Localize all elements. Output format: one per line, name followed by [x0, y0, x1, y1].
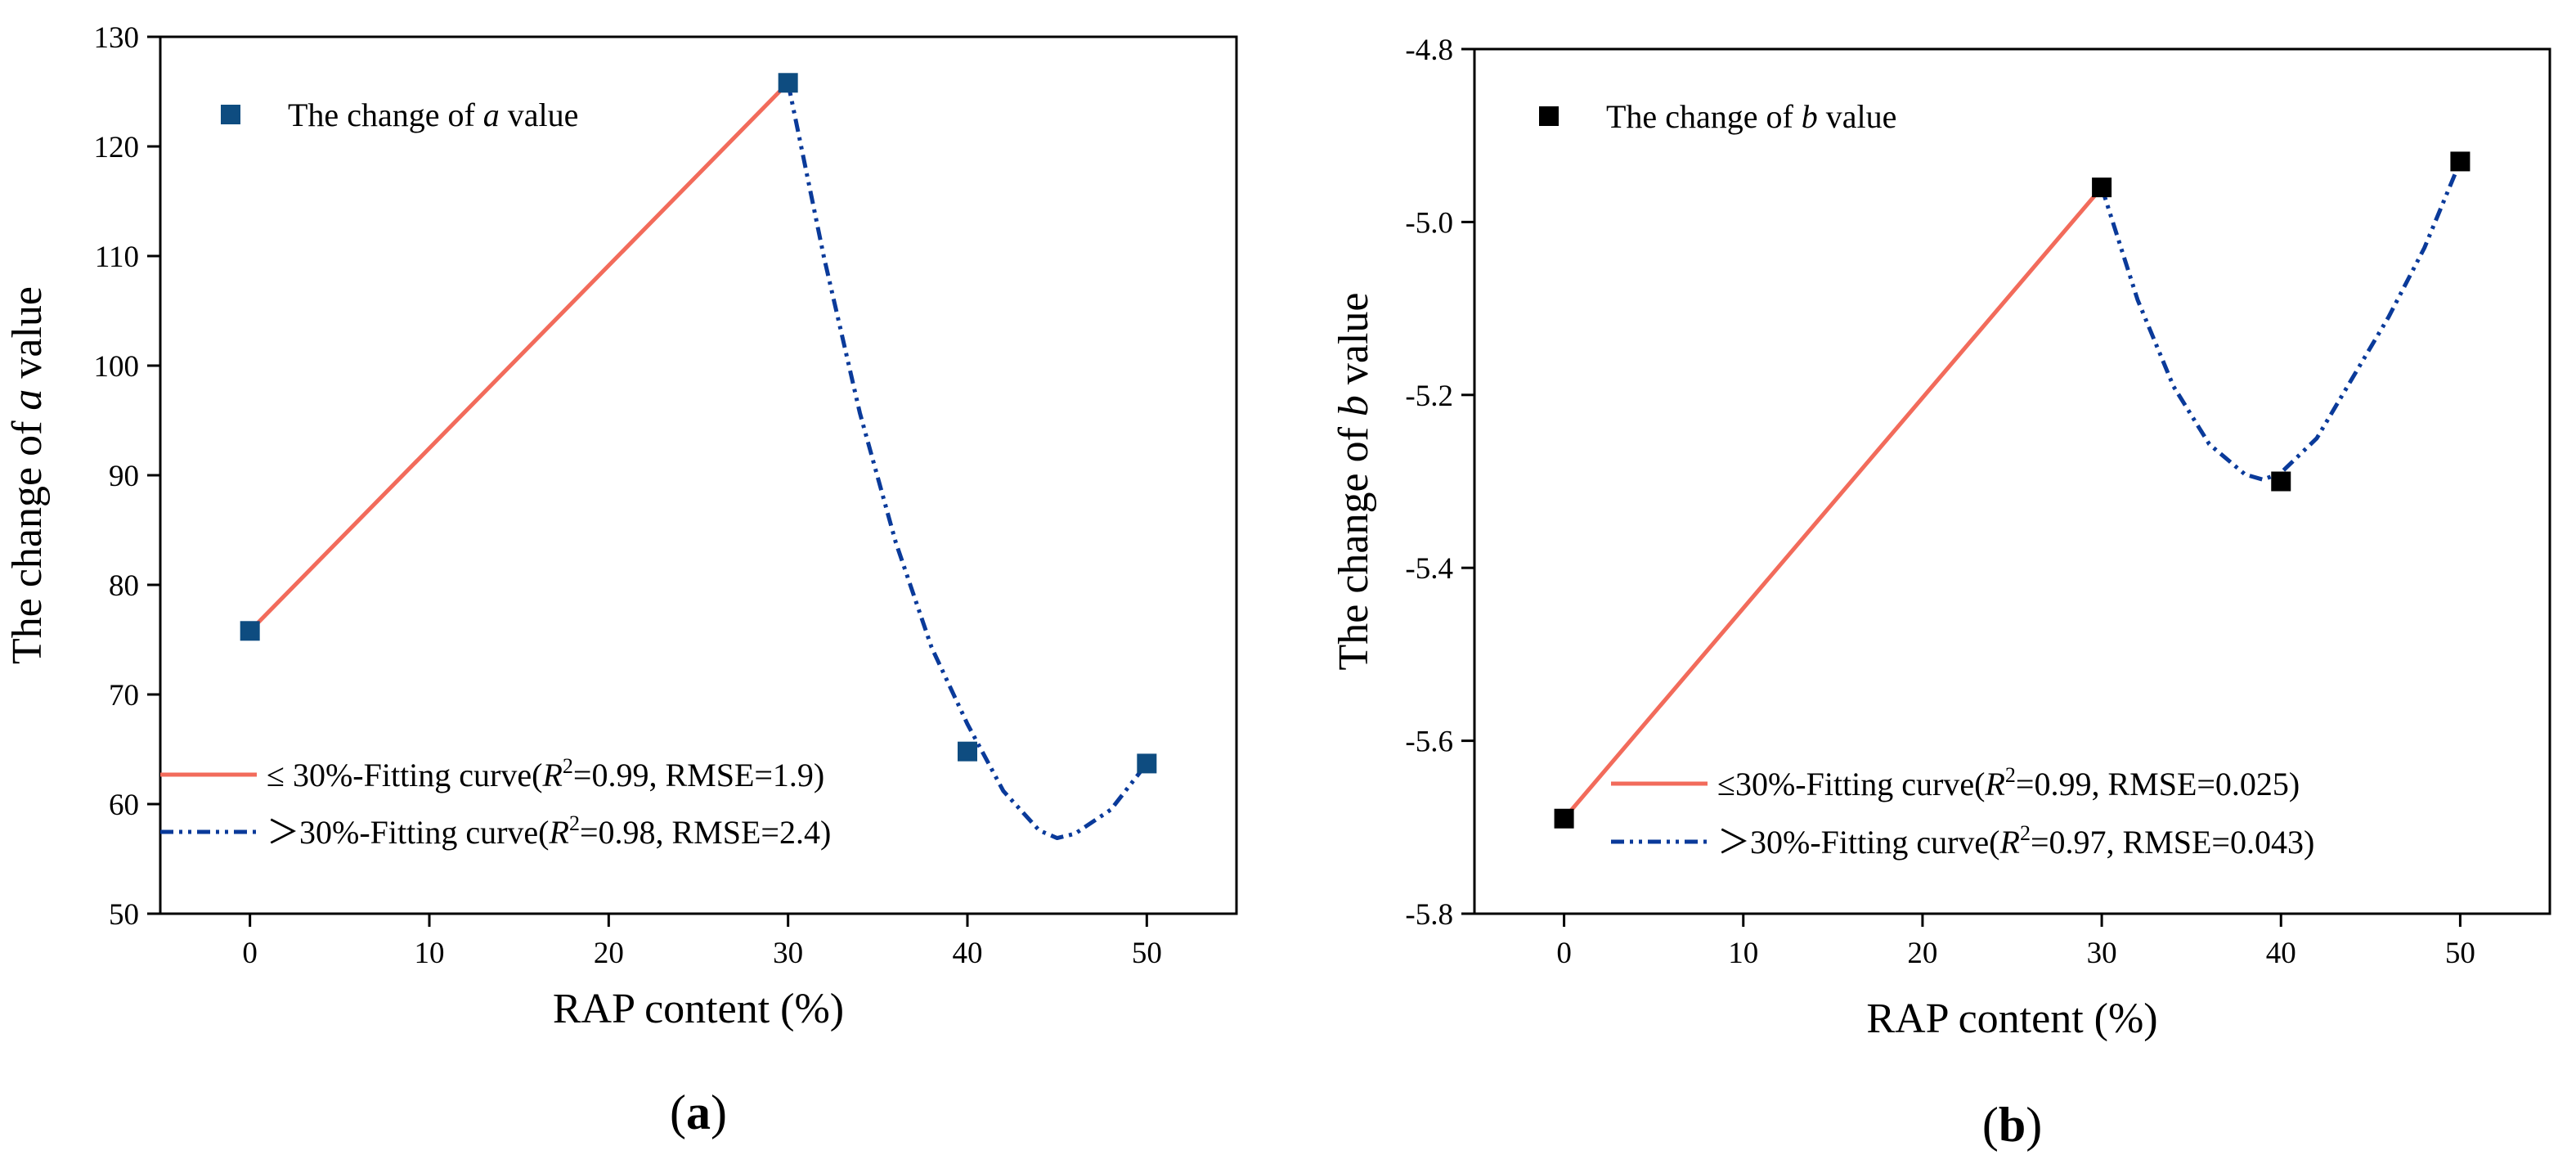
legend-fit-high-label: ＞30%-Fitting curve(R2=0.97, RMSE=0.043) — [1717, 821, 2314, 861]
y-axis-label-part: value — [1331, 292, 1377, 395]
x-tick-label: 20 — [594, 937, 624, 970]
y-tick-label: 80 — [109, 569, 139, 603]
y-tick-label: 110 — [95, 240, 139, 274]
y-tick-label: -4.8 — [1405, 34, 1453, 67]
data-point — [240, 621, 260, 641]
data-point — [2271, 471, 2291, 492]
data-point — [1137, 753, 1157, 774]
legend-fit-low-label: ≤ 30%-Fitting curve(R2=0.99, RMSE=1.9) — [267, 754, 824, 793]
legend-fit-low-label-part: R — [541, 757, 562, 793]
y-axis-label-part: value — [4, 286, 51, 389]
data-point — [2092, 178, 2112, 198]
y-tick-label: 130 — [94, 21, 140, 55]
y-axis-label-part: The change of — [4, 411, 51, 664]
y-axis-label-part: b — [1331, 395, 1377, 416]
panel-label-part: ( — [670, 1085, 686, 1139]
y-tick-label: -5.6 — [1405, 726, 1453, 759]
y-tick-label: 60 — [109, 789, 139, 822]
fit-line-high — [786, 82, 1149, 841]
legend-marker-label-part: value — [500, 97, 579, 133]
panel-label: (b) — [1982, 1098, 2042, 1152]
panel-label-part: ( — [1982, 1098, 1999, 1152]
legend-fit-low-label-part: 2 — [2005, 763, 2016, 787]
data-point — [958, 741, 977, 762]
legend-fit-high-label-part: =0.97, RMSE=0.043) — [2031, 824, 2314, 861]
legend-marker-label: The change of b value — [1606, 98, 1896, 135]
legend-marker-label-part: b — [1802, 98, 1818, 135]
plot-frame — [1473, 47, 2551, 915]
y-axis-label-part: a — [4, 389, 51, 411]
panel-label-part: a — [686, 1085, 711, 1139]
panel-label-part: ) — [2026, 1098, 2042, 1152]
x-tick-label: 40 — [2266, 937, 2296, 970]
x-tick-label: 20 — [1907, 937, 1937, 970]
legend-marker-label-part: The change of — [1606, 98, 1802, 135]
x-tick-label: 50 — [1132, 937, 1162, 970]
legend-fit-low-label-part: ≤ 30%-Fitting curve( — [267, 757, 542, 793]
y-tick-label: 120 — [94, 131, 140, 164]
panel-label: (a) — [670, 1085, 727, 1139]
fit-line-high — [2099, 160, 2462, 482]
legend-fit-low-label-part: R — [1984, 766, 2004, 802]
x-tick-label: 50 — [2445, 937, 2475, 970]
legend-fit-high-label-part: 2 — [569, 811, 580, 835]
legend-marker-label-part: value — [1818, 98, 1897, 135]
fit-line-low — [248, 81, 790, 633]
legend-fit-high-label-part: R — [1999, 824, 2020, 861]
panel-label-part: b — [1999, 1098, 2026, 1152]
x-tick-label: 10 — [1728, 937, 1758, 970]
legend-fit-low-label-part: =0.99, RMSE=1.9) — [573, 757, 824, 793]
y-axis-label: The change of b value — [1331, 292, 1377, 670]
y-tick-label: 90 — [109, 460, 139, 493]
x-axis-label: RAP content (%) — [553, 986, 844, 1032]
x-tick-label: 40 — [953, 937, 983, 970]
legend-fit-high-label-part: 2 — [2020, 821, 2031, 845]
legend-marker — [221, 105, 240, 124]
legend-marker — [1539, 106, 1559, 126]
legend-marker-label-part: a — [483, 97, 500, 133]
y-tick-label: 70 — [109, 679, 139, 712]
y-axis-label: The change of a value — [4, 286, 51, 664]
y-tick-label: 100 — [94, 350, 140, 384]
legend-fit-high-label: ＞30%-Fitting curve(R2=0.98, RMSE=2.4) — [267, 811, 831, 851]
data-point — [1554, 808, 1574, 829]
y-tick-label: -5.4 — [1405, 552, 1453, 586]
chart-panel-a: 0 10 20 30 40 50 50 60 70 80 90 100 110 120 130 RAP con… — [4, 21, 1238, 1139]
data-point — [778, 73, 798, 93]
legend-marker-label-part: The change of — [288, 97, 483, 133]
panel-label-part: ) — [711, 1085, 727, 1139]
y-tick-label: 50 — [109, 898, 139, 932]
x-tick-label: 30 — [773, 937, 803, 970]
fit-line-low — [1562, 186, 2103, 820]
legend-fit-high-label-part: R — [549, 814, 569, 851]
y-tick-label: -5.8 — [1405, 898, 1453, 932]
x-tick-label: 0 — [1556, 937, 1572, 970]
legend-fit-low-label-part: =0.99, RMSE=0.025) — [2016, 766, 2300, 802]
x-axis-label: RAP content (%) — [1866, 995, 2157, 1042]
legend-fit-high-label-part: ＞30%-Fitting curve( — [1717, 824, 2000, 861]
x-tick-label: 0 — [242, 937, 258, 970]
data-point — [2450, 151, 2471, 172]
legend-fit-low-label: ≤30%-Fitting curve(R2=0.99, RMSE=0.025) — [1717, 763, 2300, 802]
x-tick-label: 10 — [415, 937, 445, 970]
chart-panel-b: 0 10 20 30 40 50 -5.8 -5.6 -5.4 -5.2 -5.0 -4.8 RAP c… — [1331, 34, 2551, 1152]
y-tick-label: -5.0 — [1405, 206, 1453, 240]
legend-fit-low-label-part: ≤30%-Fitting curve( — [1717, 766, 1985, 802]
legend-fit-high-label-part: ＞30%-Fitting curve( — [267, 814, 550, 851]
legend-fit-low-label-part: 2 — [563, 754, 573, 778]
y-axis-label-part: The change of — [1331, 416, 1377, 670]
x-tick-label: 30 — [2087, 937, 2117, 970]
y-tick-label: -5.2 — [1405, 380, 1453, 413]
legend-marker-label: The change of a value — [288, 97, 578, 133]
legend-fit-high-label-part: =0.98, RMSE=2.4) — [580, 814, 831, 851]
